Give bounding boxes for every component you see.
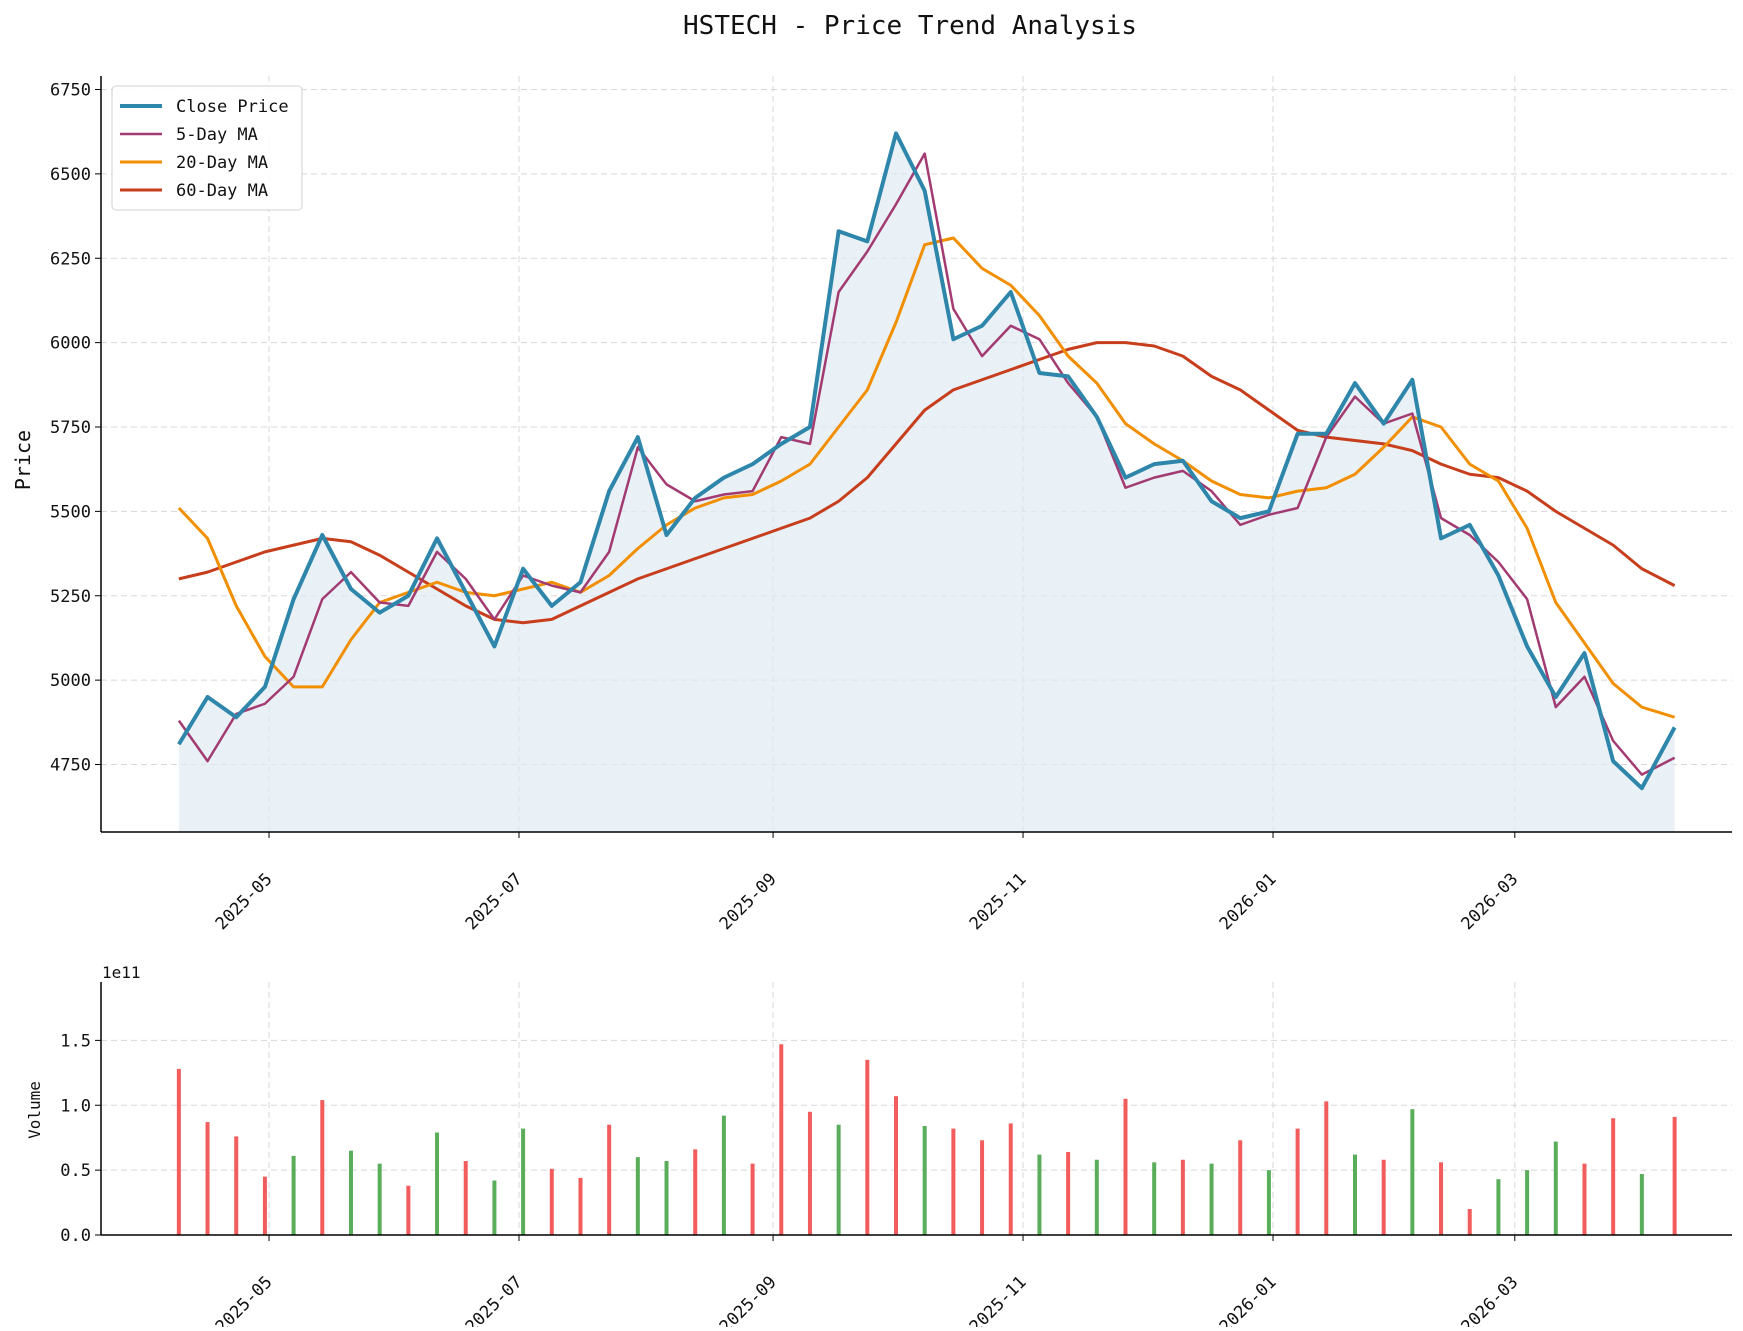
- volume-x-tick-label: 2025-11: [966, 1272, 1031, 1327]
- volume-x-tick-label: 2026-03: [1458, 1272, 1523, 1327]
- volume-bar: [779, 1044, 784, 1235]
- volume-bar: [1180, 1159, 1185, 1235]
- ma20-line: [177, 236, 1676, 719]
- volume-bar: [348, 1150, 353, 1235]
- volume-offset-text: 1e11: [102, 963, 141, 982]
- price-y-tick-label: 4750: [50, 756, 91, 776]
- volume-bar: [807, 1111, 812, 1235]
- volume-bar: [1352, 1154, 1357, 1235]
- volume-bar: [1672, 1116, 1677, 1235]
- volume-bar: [693, 1149, 698, 1235]
- volume-bar: [721, 1115, 726, 1235]
- volume-bar: [1209, 1163, 1214, 1235]
- volume-bar: [262, 1176, 267, 1235]
- price-y-tick-label: 5000: [50, 671, 91, 691]
- volume-bar: [377, 1163, 382, 1235]
- volume-bar: [176, 1068, 181, 1235]
- volume-x-tick-label: 2025-09: [716, 1272, 781, 1327]
- volume-bar: [463, 1161, 468, 1235]
- price-y-tick-label: 5250: [50, 587, 91, 607]
- volume-bar: [1094, 1159, 1099, 1235]
- volume-bar: [435, 1132, 440, 1235]
- volume-bar: [922, 1126, 927, 1235]
- legend-label: 60-Day MA: [176, 181, 268, 201]
- volume-bar: [492, 1180, 497, 1235]
- volume-bar: [1152, 1162, 1157, 1235]
- volume-bar: [980, 1140, 985, 1235]
- volume-bar: [205, 1122, 210, 1235]
- volume-bar: [549, 1168, 554, 1235]
- volume-y-axis-label: Volume: [25, 1081, 44, 1139]
- volume-bar: [865, 1059, 870, 1235]
- volume-bar: [1410, 1109, 1415, 1235]
- volume-x-tick-label: 2026-01: [1216, 1272, 1281, 1327]
- price-x-tick-label: 2025-07: [462, 869, 527, 934]
- volume-bar: [1324, 1101, 1329, 1235]
- legend-label: 5-Day MA: [176, 125, 258, 145]
- price-plot-area: [177, 131, 1677, 832]
- price-x-tick-label: 2025-09: [716, 869, 781, 934]
- price-x-tick-label: 2026-03: [1458, 869, 1523, 934]
- volume-bar: [320, 1100, 325, 1235]
- volume-bar: [406, 1185, 411, 1235]
- close-price-area-fill: [178, 133, 1675, 832]
- price-y-tick-label: 6750: [50, 81, 91, 101]
- volume-x-tick-label: 2025-05: [212, 1272, 277, 1327]
- volume-bar: [521, 1128, 526, 1235]
- chart-title: HSTECH - Price Trend Analysis: [683, 11, 1137, 41]
- volume-bar: [951, 1128, 956, 1235]
- volume-bar: [578, 1177, 583, 1235]
- volume-bar: [836, 1124, 841, 1235]
- volume-x-tick-label: 2025-07: [462, 1272, 527, 1327]
- price-y-tick-label: 6250: [50, 249, 91, 269]
- volume-y-tick-label: 1.0: [60, 1096, 91, 1116]
- price-y-tick-label: 6500: [50, 165, 91, 185]
- volume-bar: [1266, 1170, 1271, 1235]
- volume-bar: [664, 1161, 669, 1235]
- volume-bar: [1123, 1098, 1128, 1235]
- volume-bar: [1553, 1141, 1558, 1235]
- price-x-tick-label: 2025-05: [212, 869, 277, 934]
- legend-label: Close Price: [176, 97, 289, 117]
- legend-box: [111, 85, 303, 211]
- volume-bar: [1467, 1209, 1472, 1235]
- volume-bar: [1439, 1162, 1444, 1235]
- volume-bar: [1611, 1118, 1616, 1235]
- legend: Close Price 5-Day MA 20-Day MA 60-Day MA: [111, 85, 303, 211]
- volume-grid: [101, 982, 1732, 1236]
- volume-bar: [1381, 1159, 1386, 1235]
- volume-y-tick-label: 0.0: [60, 1226, 91, 1246]
- volume-y-tick-label: 1.5: [60, 1031, 91, 1051]
- volume-bar: [750, 1163, 755, 1235]
- volume-bar: [1639, 1174, 1644, 1235]
- volume-bar: [1238, 1140, 1243, 1235]
- volume-bar: [1295, 1128, 1300, 1235]
- volume-bar: [1496, 1179, 1501, 1235]
- volume-bar: [291, 1155, 296, 1235]
- volume-bar: [1008, 1123, 1013, 1235]
- close-price-line: [177, 131, 1677, 791]
- volume-bar: [1525, 1170, 1530, 1235]
- ma60-line: [178, 341, 1676, 625]
- volume-bar: [234, 1136, 239, 1235]
- price-x-tick-label: 2026-01: [1216, 869, 1281, 934]
- legend-label: 20-Day MA: [176, 153, 268, 173]
- volume-bar: [1037, 1154, 1042, 1235]
- volume-plot-area: [176, 1044, 1677, 1235]
- price-y-axis-label: Price: [11, 430, 35, 490]
- volume-y-tick-label: 0.5: [60, 1161, 91, 1181]
- volume-bar: [1066, 1151, 1071, 1235]
- ma5-line: [177, 152, 1676, 776]
- price-x-tick-label: 2025-11: [966, 869, 1031, 934]
- price-y-tick-label: 6000: [50, 334, 91, 354]
- volume-bar: [894, 1096, 899, 1235]
- price-y-tick-label: 5500: [50, 502, 91, 522]
- price-y-tick-label: 5750: [50, 418, 91, 438]
- volume-bar: [1582, 1163, 1587, 1235]
- volume-bar: [607, 1124, 612, 1235]
- volume-bar: [635, 1157, 640, 1235]
